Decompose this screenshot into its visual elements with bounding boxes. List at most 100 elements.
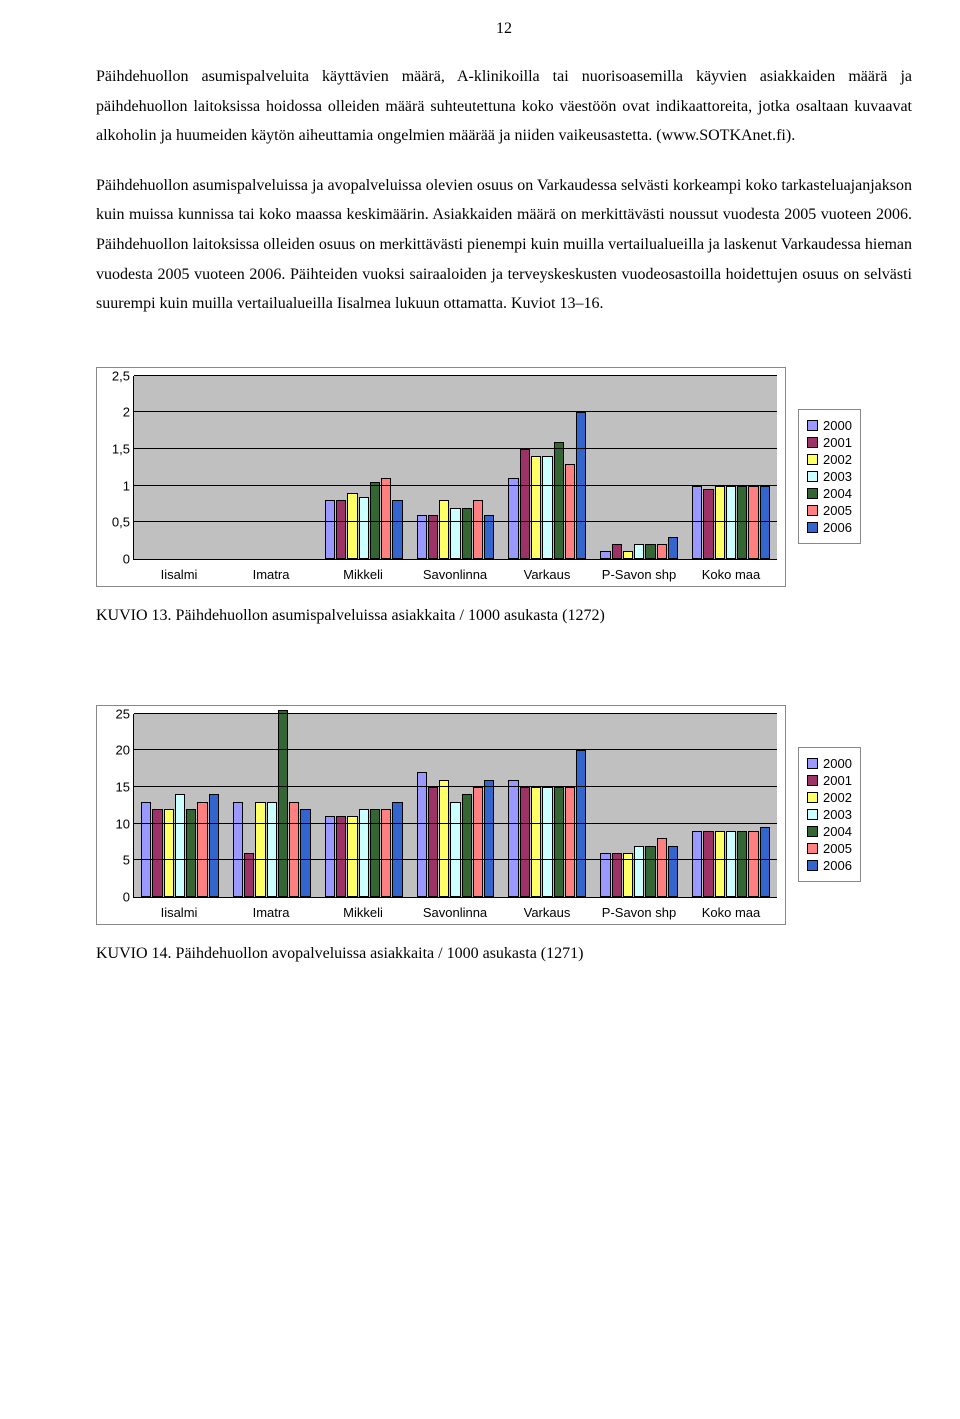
category-group: [410, 714, 502, 897]
bar: [668, 846, 678, 897]
legend-label: 2001: [823, 435, 852, 450]
y-tick-label: 1: [123, 478, 134, 493]
legend-label: 2004: [823, 824, 852, 839]
bar: [508, 780, 518, 897]
bar: [233, 802, 243, 897]
bar: [473, 500, 483, 559]
x-label: Koko maa: [685, 905, 777, 920]
bar: [634, 544, 644, 559]
x-label: Savonlinna: [409, 567, 501, 582]
bar: [359, 497, 369, 559]
x-label: Imatra: [225, 905, 317, 920]
legend-swatch: [807, 420, 818, 431]
bar: [347, 493, 357, 559]
bar: [554, 787, 564, 897]
legend-swatch: [807, 775, 818, 786]
legend-item: 2000: [807, 756, 852, 771]
x-label: Iisalmi: [133, 905, 225, 920]
bar: [703, 489, 713, 559]
legend-item: 2006: [807, 858, 852, 873]
bar: [542, 787, 552, 897]
bar: [255, 802, 265, 897]
y-tick-label: 15: [116, 779, 134, 794]
chart-13: 00,511,522,5 IisalmiImatraMikkeliSavonli…: [96, 367, 912, 587]
chart-13-x-labels: IisalmiImatraMikkeliSavonlinnaVarkausP-S…: [133, 567, 777, 582]
bar: [565, 464, 575, 559]
legend-label: 2002: [823, 452, 852, 467]
bar: [289, 802, 299, 897]
bar: [565, 787, 575, 897]
category-group: [226, 714, 318, 897]
legend-item: 2003: [807, 807, 852, 822]
legend-item: 2003: [807, 469, 852, 484]
grid-line: [134, 749, 777, 750]
bar: [692, 831, 702, 897]
page-number: 12: [96, 20, 912, 38]
bar: [760, 486, 770, 559]
chart-13-plot: 00,511,522,5: [133, 376, 777, 560]
bar: [703, 831, 713, 897]
bar: [428, 787, 438, 897]
legend-swatch: [807, 843, 818, 854]
legend-label: 2005: [823, 503, 852, 518]
chart-14-x-labels: IisalmiImatraMikkeliSavonlinnaVarkausP-S…: [133, 905, 777, 920]
grid-line: [134, 521, 777, 522]
legend-label: 2003: [823, 469, 852, 484]
bar: [726, 486, 736, 559]
bar: [484, 780, 494, 897]
legend-label: 2000: [823, 756, 852, 771]
category-group: [318, 714, 410, 897]
x-label: Mikkeli: [317, 905, 409, 920]
bar: [462, 794, 472, 896]
grid-line: [134, 485, 777, 486]
bar: [645, 544, 655, 559]
legend-item: 2006: [807, 520, 852, 535]
chart-13-bars: [134, 376, 777, 559]
chart-13-area: 00,511,522,5 IisalmiImatraMikkeliSavonli…: [96, 367, 786, 587]
bar: [381, 478, 391, 559]
bar: [726, 831, 736, 897]
bar: [657, 544, 667, 559]
bar: [336, 816, 346, 897]
bar: [267, 802, 277, 897]
legend-item: 2000: [807, 418, 852, 433]
y-tick-label: 2: [123, 405, 134, 420]
legend-label: 2005: [823, 841, 852, 856]
bar: [462, 508, 472, 559]
legend-item: 2004: [807, 824, 852, 839]
x-label: Mikkeli: [317, 567, 409, 582]
legend-swatch: [807, 471, 818, 482]
paragraph-1: Päihdehuollon asumispalveluita käyttävie…: [96, 62, 912, 151]
legend-item: 2005: [807, 841, 852, 856]
bar: [508, 478, 518, 559]
category-group: [410, 376, 502, 559]
category-group: [501, 376, 593, 559]
bar: [737, 831, 747, 897]
y-tick-label: 10: [116, 816, 134, 831]
category-group: [685, 714, 777, 897]
grid-line: [134, 713, 777, 714]
legend-item: 2005: [807, 503, 852, 518]
bar: [450, 508, 460, 559]
category-group: [593, 714, 685, 897]
legend-label: 2000: [823, 418, 852, 433]
bar: [175, 794, 185, 896]
legend-item: 2001: [807, 435, 852, 450]
bar: [209, 794, 219, 896]
chart-14-bars: [134, 714, 777, 897]
legend-swatch: [807, 792, 818, 803]
bar: [197, 802, 207, 897]
legend-label: 2006: [823, 858, 852, 873]
category-group: [593, 376, 685, 559]
y-tick-label: 0,5: [112, 515, 134, 530]
x-label: Varkaus: [501, 567, 593, 582]
y-tick-label: 5: [123, 853, 134, 868]
legend-item: 2001: [807, 773, 852, 788]
bar: [531, 456, 541, 558]
bar: [600, 551, 610, 558]
paragraph-2: Päihdehuollon asumispalveluissa ja avopa…: [96, 171, 912, 319]
bar: [439, 780, 449, 897]
bar: [325, 816, 335, 897]
bar: [657, 838, 667, 897]
legend-swatch: [807, 505, 818, 516]
